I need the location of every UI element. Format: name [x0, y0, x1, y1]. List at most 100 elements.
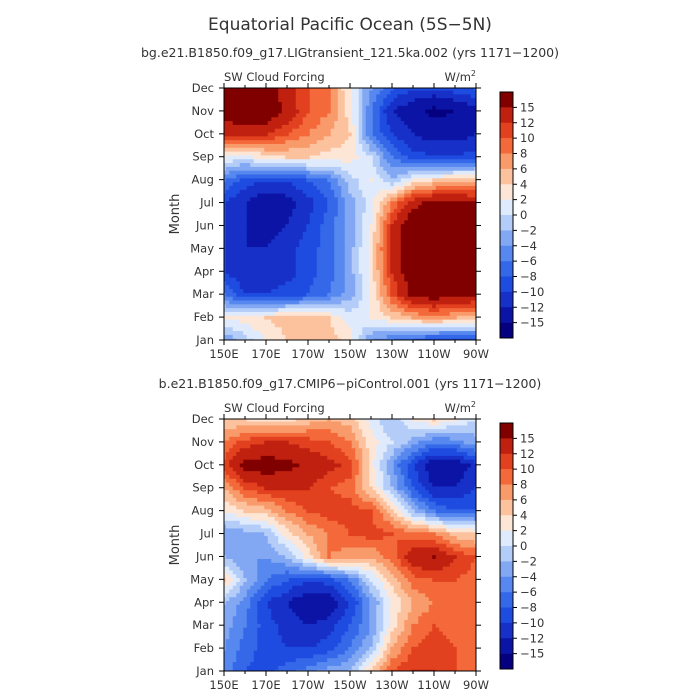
heatmap-cell: [470, 112, 475, 118]
heatmap-cell: [313, 158, 318, 164]
heatmap-cell: [407, 181, 412, 186]
heatmap-cell: [313, 273, 318, 278]
heatmap-cell: [299, 227, 304, 232]
heatmap-cell: [264, 185, 269, 190]
heatmap-cell: [344, 143, 349, 148]
heatmap-cell: [295, 173, 300, 179]
heatmap-cell: [369, 322, 374, 328]
heatmap-cell: [376, 147, 381, 152]
heatmap-cell: [467, 338, 472, 340]
heatmap-cell: [414, 269, 419, 274]
heatmap-cell: [320, 311, 325, 316]
heatmap-cell: [365, 93, 370, 99]
heatmap-cell: [278, 250, 283, 255]
heatmap-cell: [449, 338, 454, 340]
heatmap-cell: [327, 120, 332, 125]
heatmap-cell: [306, 143, 311, 148]
heatmap-cell: [267, 162, 272, 167]
heatmap-cell: [404, 166, 409, 171]
heatmap-cell: [250, 166, 255, 171]
heatmap-cell: [337, 319, 342, 324]
heatmap-cell: [239, 238, 244, 244]
heatmap-cell: [383, 246, 388, 251]
heatmap-cell: [390, 116, 395, 122]
heatmap-cell: [306, 212, 311, 217]
heatmap-cell: [435, 238, 440, 244]
heatmap-cell: [407, 330, 412, 335]
heatmap-cell: [446, 280, 451, 286]
heatmap-cell: [337, 151, 342, 156]
heatmap-cell: [362, 269, 367, 274]
heatmap-cell: [246, 296, 251, 301]
heatmap-cell: [358, 101, 363, 106]
heatmap-cell: [470, 88, 475, 91]
heatmap-cell: [372, 311, 377, 316]
heatmap-cell: [460, 307, 465, 312]
heatmap-cell: [236, 124, 241, 129]
heatmap-cell: [264, 242, 269, 248]
heatmap-cell: [264, 277, 269, 282]
heatmap-cell: [449, 158, 454, 164]
heatmap-cell: [449, 269, 454, 274]
heatmap-cell: [323, 242, 328, 248]
heatmap-cell: [383, 93, 388, 99]
heatmap-cell: [383, 189, 388, 194]
heatmap-cell: [264, 254, 269, 259]
heatmap-cell: [281, 330, 286, 335]
heatmap-cell: [446, 109, 451, 114]
heatmap-cell: [369, 303, 374, 309]
heatmap-cell: [386, 189, 391, 194]
heatmap-cell: [456, 319, 461, 324]
heatmap-cell: [428, 257, 433, 263]
heatmap-cell: [449, 273, 454, 278]
heatmap-cell: [299, 88, 304, 91]
heatmap-cell: [351, 128, 356, 133]
heatmap-cell: [334, 101, 339, 106]
heatmap-cell: [369, 219, 374, 225]
heatmap-cell: [460, 273, 465, 278]
heatmap-cell: [425, 242, 430, 248]
heatmap-cell: [229, 120, 234, 125]
heatmap-cell: [264, 265, 269, 270]
heatmap-cell: [453, 261, 458, 267]
heatmap-cell: [379, 250, 384, 255]
heatmap-cell: [362, 166, 367, 171]
heatmap-cell: [404, 254, 409, 259]
heatmap-cell: [348, 158, 353, 164]
heatmap-cell: [348, 326, 353, 332]
heatmap-cell: [456, 154, 461, 160]
heatmap-cell: [236, 212, 241, 217]
heatmap-cell: [397, 303, 402, 309]
heatmap-cell: [372, 254, 377, 259]
heatmap-cell: [224, 105, 227, 110]
heatmap-cell: [432, 284, 437, 290]
heatmap-cell: [295, 334, 300, 339]
heatmap-cell: [285, 212, 290, 217]
heatmap-cell: [253, 299, 258, 305]
heatmap-cell: [302, 204, 307, 209]
heatmap-cell: [306, 338, 311, 340]
heatmap-cell: [432, 193, 437, 198]
heatmap-cell: [278, 231, 283, 236]
heatmap-cell: [236, 334, 241, 339]
heatmap-cell: [253, 338, 258, 340]
heatmap-cell: [224, 311, 227, 316]
heatmap-cell: [246, 250, 251, 255]
heatmap-cell: [292, 223, 297, 228]
heatmap-cell: [386, 296, 391, 301]
heatmap-cell: [425, 112, 430, 118]
heatmap-cell: [267, 227, 272, 232]
heatmap-cell: [288, 284, 293, 290]
heatmap-cell: [306, 208, 311, 213]
heatmap-cell: [400, 154, 405, 160]
heatmap-cell: [453, 254, 458, 259]
heatmap-cell: [306, 93, 311, 99]
heatmap-cell: [355, 334, 360, 339]
heatmap-cell: [253, 212, 258, 217]
heatmap-cell: [418, 219, 423, 225]
heatmap-cell: [407, 189, 412, 194]
heatmap-cell: [348, 135, 353, 141]
heatmap-cell: [295, 338, 300, 340]
heatmap-cell: [285, 269, 290, 274]
heatmap-cell: [302, 242, 307, 248]
